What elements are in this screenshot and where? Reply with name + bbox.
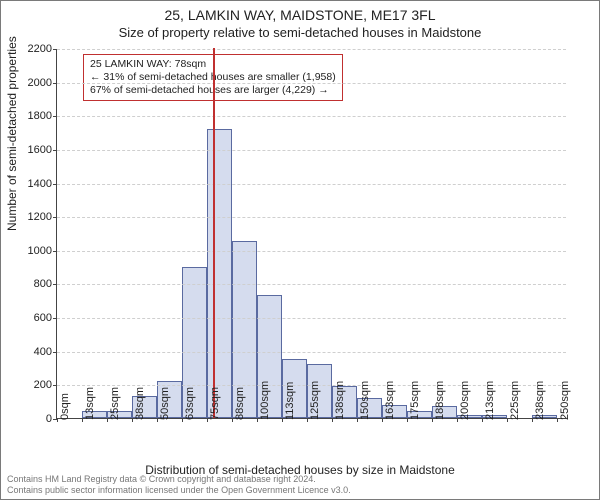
chart-title: 25, LAMKIN WAY, MAIDSTONE, ME17 3FL — [1, 7, 599, 23]
chart-frame: 25, LAMKIN WAY, MAIDSTONE, ME17 3FL Size… — [0, 0, 600, 500]
x-tick-mark — [232, 418, 233, 422]
x-tick-label: 113sqm — [284, 382, 296, 420]
x-tick-mark — [382, 418, 383, 422]
gridline — [57, 150, 566, 151]
y-tick-label: 0 — [17, 413, 52, 425]
x-tick-label: 163sqm — [384, 381, 396, 420]
x-tick-mark — [282, 418, 283, 422]
x-tick-label: 25sqm — [109, 387, 121, 420]
x-tick-mark — [57, 418, 58, 422]
x-tick-label: 88sqm — [234, 387, 246, 420]
x-tick-label: 63sqm — [184, 387, 196, 420]
y-tick-label: 1200 — [17, 211, 52, 223]
y-tick-label: 2000 — [17, 77, 52, 89]
y-tick-label: 400 — [17, 346, 52, 358]
y-tick-label: 1000 — [17, 245, 52, 257]
gridline — [57, 116, 566, 117]
property-marker-line — [213, 48, 215, 418]
gridline — [57, 83, 566, 84]
x-tick-mark — [132, 418, 133, 422]
x-tick-mark — [482, 418, 483, 422]
x-tick-label: 225sqm — [509, 381, 521, 420]
footer-attribution: Contains HM Land Registry data © Crown c… — [7, 474, 351, 496]
y-tick-label: 800 — [17, 278, 52, 290]
x-tick-label: 13sqm — [84, 387, 96, 420]
gridline — [57, 217, 566, 218]
y-tick-label: 1600 — [17, 144, 52, 156]
x-tick-label: 50sqm — [159, 387, 171, 420]
x-tick-label: 150sqm — [359, 381, 371, 420]
plot-area: 25 LAMKIN WAY: 78sqm ← 31% of semi-detac… — [56, 49, 566, 419]
gridline — [57, 318, 566, 319]
x-tick-label: 188sqm — [434, 381, 446, 420]
x-tick-mark — [532, 418, 533, 422]
gridline — [57, 352, 566, 353]
x-tick-label: 175sqm — [409, 381, 421, 420]
histogram-bar — [207, 129, 232, 418]
x-tick-label: 75sqm — [209, 387, 221, 420]
x-tick-mark — [207, 418, 208, 422]
x-tick-mark — [107, 418, 108, 422]
x-tick-mark — [357, 418, 358, 422]
x-tick-label: 38sqm — [134, 387, 146, 420]
x-tick-label: 0sqm — [59, 393, 71, 420]
y-tick-label: 1400 — [17, 178, 52, 190]
x-tick-mark — [432, 418, 433, 422]
x-tick-label: 238sqm — [534, 381, 546, 420]
gridline — [57, 184, 566, 185]
x-tick-label: 250sqm — [559, 381, 571, 420]
y-tick-label: 1800 — [17, 110, 52, 122]
x-tick-mark — [157, 418, 158, 422]
x-tick-mark — [257, 418, 258, 422]
y-tick-label: 200 — [17, 379, 52, 391]
x-tick-mark — [457, 418, 458, 422]
x-tick-mark — [82, 418, 83, 422]
x-tick-label: 125sqm — [309, 381, 321, 420]
footer-line1: Contains HM Land Registry data © Crown c… — [7, 474, 351, 485]
x-tick-label: 138sqm — [334, 381, 346, 420]
gridline — [57, 49, 566, 50]
chart-subtitle: Size of property relative to semi-detach… — [1, 25, 599, 40]
x-tick-mark — [307, 418, 308, 422]
x-tick-mark — [332, 418, 333, 422]
histogram-bars — [57, 49, 566, 418]
x-tick-label: 200sqm — [459, 381, 471, 420]
footer-line2: Contains public sector information licen… — [7, 485, 351, 496]
x-tick-mark — [407, 418, 408, 422]
x-tick-mark — [557, 418, 558, 422]
x-tick-label: 213sqm — [484, 381, 496, 420]
x-tick-mark — [507, 418, 508, 422]
x-tick-mark — [182, 418, 183, 422]
x-tick-label: 100sqm — [259, 381, 271, 420]
y-axis-label: Number of semi-detached properties — [5, 36, 19, 231]
y-tick-label: 600 — [17, 312, 52, 324]
gridline — [57, 284, 566, 285]
gridline — [57, 251, 566, 252]
y-tick-label: 2200 — [17, 43, 52, 55]
